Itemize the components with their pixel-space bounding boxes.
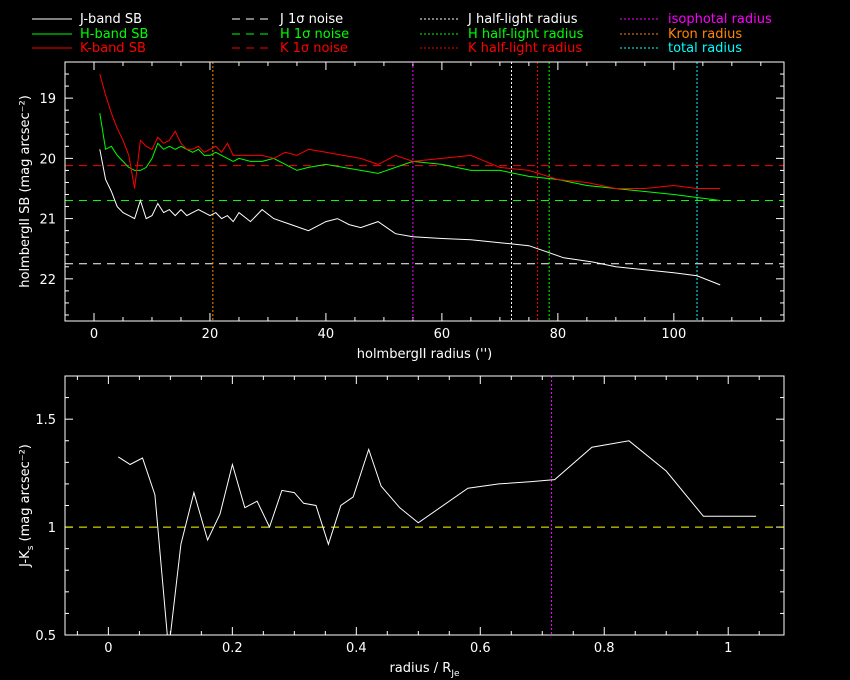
x-tick-label: 0.2 bbox=[222, 641, 243, 656]
legend-label-5: K 1σ noise bbox=[280, 41, 348, 56]
x-tick-label: 100 bbox=[661, 327, 686, 342]
legend-label-3: J 1σ noise bbox=[279, 12, 343, 27]
x-axis-label: holmbergII radius ('') bbox=[357, 347, 493, 362]
legend-label-2: K-band SB bbox=[80, 41, 146, 56]
y-tick-label: 21 bbox=[39, 213, 56, 228]
series-line-1 bbox=[99, 113, 721, 201]
y-tick-label: 1.5 bbox=[35, 413, 56, 428]
x-tick-label: 0.8 bbox=[594, 641, 615, 656]
legend-label-4: H 1σ noise bbox=[280, 27, 349, 42]
y-tick-label: 1 bbox=[48, 521, 56, 536]
y-axis-label: J-Ks (mag arcsec⁻²) bbox=[18, 444, 36, 568]
x-tick-label: 0 bbox=[104, 641, 112, 656]
x-tick-label: 0 bbox=[90, 327, 98, 342]
y-tick-label: 19 bbox=[39, 92, 56, 107]
x-tick-label: 80 bbox=[550, 327, 567, 342]
x-tick-label: 40 bbox=[318, 327, 335, 342]
x-tick-label: 1 bbox=[724, 641, 732, 656]
x-tick-label: 20 bbox=[202, 327, 219, 342]
series-line-2 bbox=[99, 73, 721, 189]
y-tick-label: 20 bbox=[39, 152, 56, 167]
y-tick-label: 0.5 bbox=[35, 629, 56, 644]
legend-label-8: K half-light radius bbox=[468, 41, 582, 56]
x-axis-label: radius / RJe bbox=[389, 661, 460, 679]
legend-label-9: isophotal radius bbox=[668, 12, 772, 27]
plot-frame-0 bbox=[64, 61, 785, 322]
legend-label-7: H half-light radius bbox=[468, 27, 584, 42]
plot-frame-1 bbox=[64, 375, 785, 636]
legend-label-1: H-band SB bbox=[80, 27, 148, 42]
legend-label-6: J half-light radius bbox=[467, 12, 578, 27]
legend-label-0: J-band SB bbox=[79, 12, 142, 27]
legend-label-11: total radius bbox=[668, 41, 742, 56]
series-line-0 bbox=[99, 149, 721, 286]
y-axis-label: holmbergII SB (mag arcsec⁻²) bbox=[18, 95, 33, 288]
x-tick-label: 60 bbox=[434, 327, 451, 342]
y-tick-label: 22 bbox=[39, 273, 56, 288]
x-tick-label: 0.4 bbox=[346, 641, 367, 656]
x-tick-label: 0.6 bbox=[470, 641, 491, 656]
series-line-0 bbox=[118, 440, 757, 635]
legend-label-10: Kron radius bbox=[668, 27, 742, 42]
